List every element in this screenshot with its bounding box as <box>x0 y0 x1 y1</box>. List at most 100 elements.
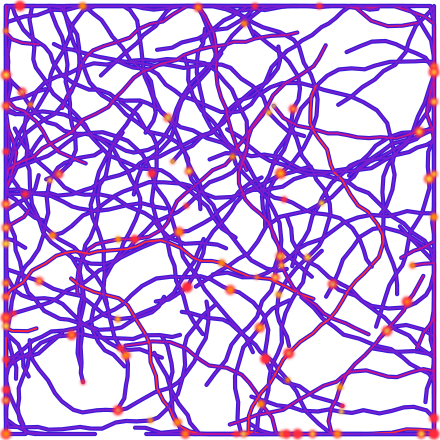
hotspot-orange <box>257 400 265 408</box>
hotspot-red <box>14 0 26 12</box>
hotspot-orange <box>3 280 9 286</box>
fiber-strand-core <box>89 131 126 368</box>
hotspot-yellow <box>3 324 9 329</box>
hotspot-red <box>429 413 439 423</box>
hotspot-orange <box>3 28 9 34</box>
hotspot-orange <box>430 213 438 221</box>
hotspot-yellow <box>310 432 315 436</box>
fiber-strand-core <box>77 103 142 383</box>
fiber-strand-core <box>51 120 435 237</box>
hotspot-red <box>80 379 86 385</box>
fiber-strand-core <box>226 128 435 403</box>
hotspot-orange <box>4 104 8 108</box>
hotspot-yellow <box>339 409 344 414</box>
hotspot-yellow <box>258 326 261 329</box>
hotspot-yellow <box>417 129 422 134</box>
hotspot-red <box>292 428 303 440</box>
hotspot-orange <box>28 102 33 107</box>
hotspot-yellow <box>432 70 436 74</box>
hotspot-yellow <box>279 172 282 175</box>
hotspot-red <box>1 385 11 394</box>
hotspot-orange <box>49 232 56 239</box>
hotspot-green <box>116 409 119 412</box>
hotspot-yellow <box>4 226 8 230</box>
fiber-strand-core <box>78 5 237 154</box>
fiber-strand-core <box>75 44 327 296</box>
fiber-strand-core <box>62 5 288 272</box>
hotspot-red <box>260 353 271 365</box>
hotspot-orange <box>218 259 225 266</box>
hotspot-red <box>2 356 10 364</box>
hotspot-green <box>272 104 276 108</box>
hotspot-orange <box>123 352 129 359</box>
hotspot-green <box>279 255 282 258</box>
fiber-strand-core <box>5 275 344 417</box>
hotspot-yellow <box>432 172 436 176</box>
hotspot-orange <box>174 419 181 426</box>
hotspot-red <box>181 281 193 293</box>
hotspot-yellow <box>292 107 295 110</box>
hotspot-yellow <box>171 160 175 163</box>
fiber-strand-core <box>132 5 299 196</box>
fiber-strand-core <box>21 5 237 239</box>
hotspot-yellow <box>3 72 9 78</box>
hotspot-orange <box>285 377 291 383</box>
hotspot-red <box>130 234 140 244</box>
hotspot-yellow <box>3 241 9 246</box>
hotspot-yellow <box>419 431 424 437</box>
fiber-strand-core <box>195 27 373 268</box>
fiber-strand-core <box>13 127 227 250</box>
fiber-strand-core <box>183 55 283 386</box>
hotspot-orange <box>195 5 201 10</box>
hotspot-orange <box>229 153 236 160</box>
hotspot-yellow <box>4 202 8 206</box>
hotspot-orange <box>176 228 183 235</box>
hotspot-red <box>251 2 259 10</box>
fiber-strand-core <box>5 135 163 359</box>
hotspot-red <box>283 431 289 437</box>
hotspot-orange <box>227 286 234 293</box>
hotspot-yellow <box>38 279 41 283</box>
fiber-strand-core <box>276 120 332 347</box>
hotspot-orange <box>147 417 153 424</box>
hotspot-orange <box>3 431 9 437</box>
hotspot-orange <box>79 2 86 10</box>
hotspot-green <box>277 293 280 296</box>
hotspot-red <box>316 2 323 10</box>
hotspot-red <box>233 430 240 438</box>
hotspot-yellow <box>48 178 52 182</box>
hotspot-green <box>287 352 290 355</box>
hotspot-yellow <box>267 111 271 115</box>
fiber-strand-core <box>53 43 396 216</box>
hotspot-yellow <box>116 318 120 321</box>
hotspot-orange <box>254 275 259 279</box>
fiber-strand-core <box>119 101 204 335</box>
fiber-strand-core <box>291 134 435 268</box>
hotspot-yellow <box>432 100 436 104</box>
hotspot-red <box>339 403 346 409</box>
hotspot-red <box>10 310 17 317</box>
hotspot-orange <box>405 299 410 304</box>
hotspot-orange <box>114 236 122 243</box>
hotspot-green <box>57 173 61 176</box>
hotspot-yellow <box>319 201 324 206</box>
hotspot-green <box>5 399 7 402</box>
hotspot-red <box>117 344 125 353</box>
hotspot-red <box>280 196 288 203</box>
hotspot-orange <box>69 332 74 338</box>
hotspot-yellow <box>305 255 310 260</box>
hotspot-orange <box>182 431 188 437</box>
hotspot-orange <box>336 383 344 391</box>
fiber-strand-core <box>272 25 435 140</box>
fiber-strand-core <box>237 102 370 336</box>
hotspot-red <box>21 190 29 198</box>
hotspot-orange <box>409 262 416 269</box>
fiber-strand-core <box>5 176 263 435</box>
hotspot-green <box>385 329 389 333</box>
hotspot-green <box>331 282 334 286</box>
hotspot-green <box>242 432 245 436</box>
hotspot-orange <box>4 315 8 320</box>
